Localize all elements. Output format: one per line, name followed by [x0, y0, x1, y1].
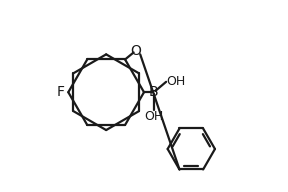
- Text: OH: OH: [144, 110, 164, 123]
- Text: F: F: [56, 85, 64, 99]
- Text: B: B: [149, 85, 159, 99]
- Text: O: O: [130, 44, 141, 58]
- Text: OH: OH: [166, 75, 185, 88]
